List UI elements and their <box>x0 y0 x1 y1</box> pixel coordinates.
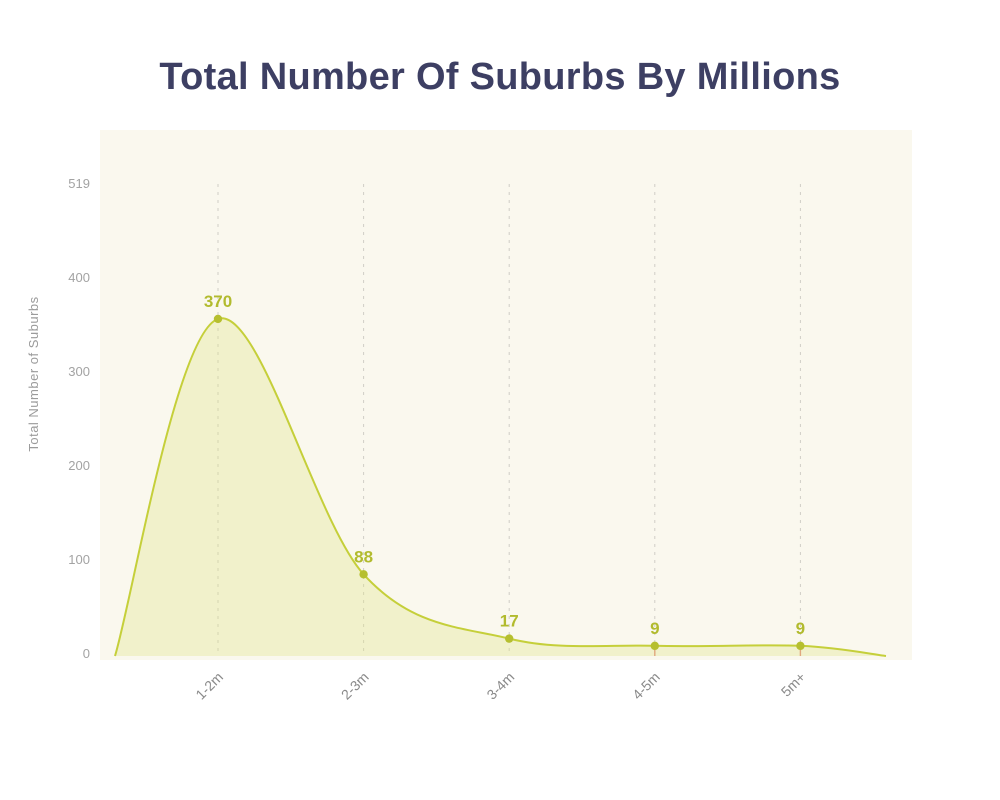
y-tick-label: 519 <box>68 176 90 191</box>
data-point <box>796 641 805 651</box>
x-tick-label: 2-3m <box>338 669 372 703</box>
plot-panel-background <box>100 130 912 660</box>
value-label: 17 <box>500 612 519 631</box>
y-tick-label: 400 <box>68 270 90 285</box>
data-point <box>650 641 659 651</box>
y-axis-title: Total Number of Suburbs <box>26 296 41 452</box>
area-line <box>114 317 887 657</box>
area-fill <box>115 318 886 656</box>
data-point <box>213 314 223 324</box>
value-label: 9 <box>650 619 659 638</box>
x-tick-label: 1-2m <box>192 669 226 703</box>
data-point <box>505 634 514 643</box>
y-tick-label: 300 <box>68 364 90 379</box>
value-label: 9 <box>796 619 805 638</box>
value-label: 88 <box>354 547 373 566</box>
x-tick-label: 3-4m <box>483 669 517 703</box>
data-point <box>359 570 368 579</box>
y-tick-label: 100 <box>68 552 90 567</box>
chart-title: Total Number Of Suburbs By Millions <box>159 56 841 98</box>
y-tick-label: 0 <box>83 646 90 661</box>
value-label: 370 <box>204 292 232 311</box>
x-tick-label: 4-5m <box>629 669 663 703</box>
y-tick-label: 200 <box>68 458 90 473</box>
x-tick-label: 5m+ <box>778 669 809 700</box>
